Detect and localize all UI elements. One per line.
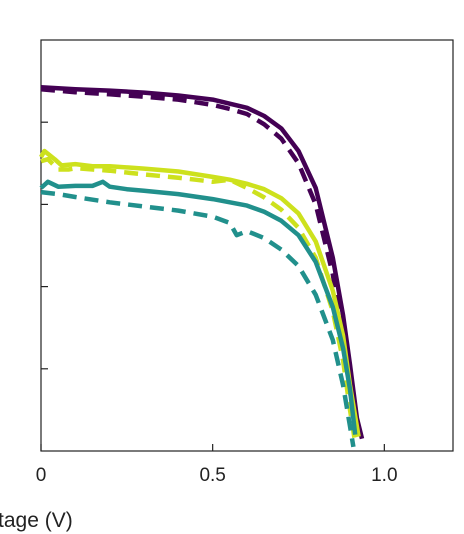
x-axis-label: tage (V) (0, 509, 73, 532)
series-line-5 (39, 179, 358, 435)
series-line-2 (40, 87, 358, 435)
series-line-6 (40, 189, 356, 448)
series-layer (39, 85, 365, 448)
series-line-1 (40, 85, 365, 440)
plot-border (40, 39, 454, 452)
x-tick-label: 0 (36, 465, 47, 486)
x-tick-label: 0.5 (199, 465, 225, 486)
plot-frame (40, 39, 454, 452)
series-line-3 (39, 148, 361, 437)
x-axis-ticks: 0 0.5 1.0 (36, 444, 398, 486)
y-axis-ticks (41, 121, 48, 370)
series-line-4 (40, 156, 358, 444)
x-tick-label: 1.0 (371, 465, 397, 486)
